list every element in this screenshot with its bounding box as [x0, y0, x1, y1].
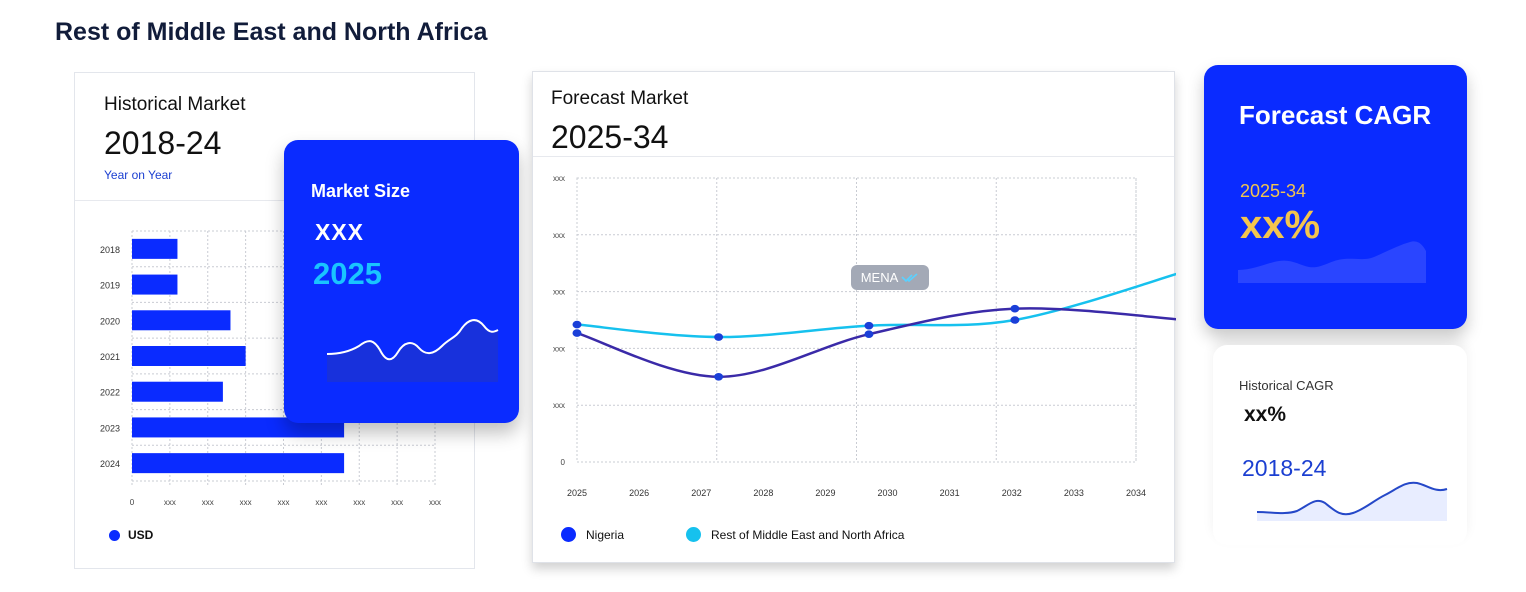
forecast-cagr-period: 2025-34: [1240, 181, 1307, 201]
y-tick-label: xxx: [553, 401, 565, 410]
x-tick-label: xxx: [202, 498, 214, 507]
sparkline-decoration: [1256, 481, 1448, 521]
data-point-nigeria: [864, 330, 874, 339]
x-tick-label-2032: 2032: [1002, 488, 1022, 498]
bar-2019: [132, 274, 178, 295]
sparkline-decoration: [326, 319, 499, 382]
forecast-market-card: Forecast Market 2025-34 0 xxx xxx xxx xxx xxx…: [532, 71, 1176, 563]
forecast-line-chart: 0 xxx xxx xxx xxx xxx 2025 2026 2027 2028 2029 2030…: [553, 174, 1176, 498]
y-tick-label: xxx: [553, 231, 565, 240]
historical-cagr-period: 2018-24: [1242, 455, 1327, 481]
x-tick-label-2030: 2030: [878, 488, 898, 498]
data-point-rest-mena: [864, 321, 874, 330]
historical-bar-chart: 2018 2019 2020 2021 2022 2023 2024 0 xxx xxx xxx xx…: [100, 230, 441, 507]
forecast-period: 2025-34: [551, 119, 669, 155]
legend-rest-mena-label: Rest of Middle East and North Africa: [711, 527, 905, 542]
market-size-value: XXX: [315, 219, 365, 245]
forecast-market-label: Forecast Market: [551, 88, 689, 109]
x-tick-label-2031: 2031: [940, 488, 960, 498]
page-title: Rest of Middle East and North Africa: [55, 18, 488, 46]
forecast-cagr-label: Forecast CAGR: [1239, 100, 1432, 130]
x-tick-label-2034: 2034: [1126, 488, 1146, 498]
series-line-nigeria: [576, 307, 1176, 379]
check-marks-icon: [901, 272, 918, 282]
divider: [533, 156, 1174, 157]
data-point-nigeria: [572, 329, 582, 337]
x-tick-label-2029: 2029: [815, 488, 835, 498]
area-decoration: [1238, 241, 1426, 283]
bar-2020: [132, 310, 231, 331]
legend-usd: USD: [109, 528, 153, 542]
mena-badge-label: MENA: [860, 270, 899, 285]
x-tick-label-2026: 2026: [629, 488, 649, 498]
historical-market-label: Historical Market: [104, 94, 246, 115]
historical-cagr-value: xx%: [1244, 403, 1287, 426]
category-label-2018: 2018: [100, 245, 120, 255]
historical-period: 2018-24: [104, 125, 222, 161]
y-tick-label: xxx: [553, 344, 565, 353]
category-label-2023: 2023: [100, 423, 120, 433]
x-tick-label: xxx: [278, 498, 290, 507]
bar-2018: [132, 238, 178, 259]
legend-nigeria-dot: [561, 527, 576, 542]
y-tick-label: xxx: [553, 288, 565, 297]
x-tick-label: xxx: [391, 498, 403, 507]
x-tick-label-2025: 2025: [567, 488, 587, 498]
legend-item-rest-mena: Rest of Middle East and North Africa: [686, 527, 904, 542]
x-tick-label: 0: [130, 498, 135, 507]
x-tick-label: xxx: [429, 498, 441, 507]
historical-cagr-card: Historical CAGR xx% 2018-24: [1213, 345, 1467, 545]
x-tick-label-2027: 2027: [691, 488, 711, 498]
bar-2021: [132, 346, 246, 366]
category-label-2022: 2022: [100, 388, 120, 398]
forecast-cagr-card: Forecast CAGR 2025-34 xx%: [1204, 65, 1467, 329]
mena-badge: MENA: [851, 265, 929, 290]
bar-2023: [132, 417, 345, 438]
bar-2024: [132, 453, 345, 474]
legend-item-nigeria: Nigeria: [561, 527, 624, 542]
y-tick-label: 0: [561, 458, 566, 467]
category-label-2020: 2020: [100, 316, 120, 326]
category-label-2021: 2021: [100, 352, 120, 362]
legend-usd-dot: [109, 529, 120, 541]
data-point-rest-mena: [714, 333, 724, 341]
forecast-cagr-value: xx%: [1240, 203, 1321, 247]
x-tick-label: xxx: [315, 498, 327, 507]
market-size-card: Market Size XXX 2025: [284, 140, 519, 423]
divider: [75, 200, 474, 201]
x-tick-label-2028: 2028: [753, 488, 773, 498]
category-label-2024: 2024: [100, 459, 120, 469]
market-size-label: Market Size: [311, 181, 411, 201]
historical-cagr-label: Historical CAGR: [1239, 378, 1334, 393]
x-tick-label: xxx: [240, 498, 252, 507]
market-size-year: 2025: [313, 256, 382, 291]
x-tick-label: xxx: [353, 498, 365, 507]
legend-nigeria-label: Nigeria: [586, 527, 625, 542]
x-tick-label-2033: 2033: [1064, 488, 1084, 498]
data-point-rest-mena: [1010, 316, 1020, 324]
data-point-nigeria: [714, 373, 724, 381]
category-label-2019: 2019: [100, 281, 120, 291]
legend-usd-label: USD: [128, 528, 154, 542]
y-tick-label: xxx: [553, 174, 565, 183]
forecast-legend: Nigeria Rest of Middle East and North Af…: [561, 527, 966, 542]
legend-rest-mena-dot: [686, 527, 702, 542]
data-point-rest-mena: [572, 320, 582, 329]
year-on-year-label: Year on Year: [104, 168, 173, 182]
bar-2022: [132, 381, 223, 402]
data-point-nigeria: [1010, 304, 1020, 313]
x-tick-label: xxx: [164, 498, 176, 507]
